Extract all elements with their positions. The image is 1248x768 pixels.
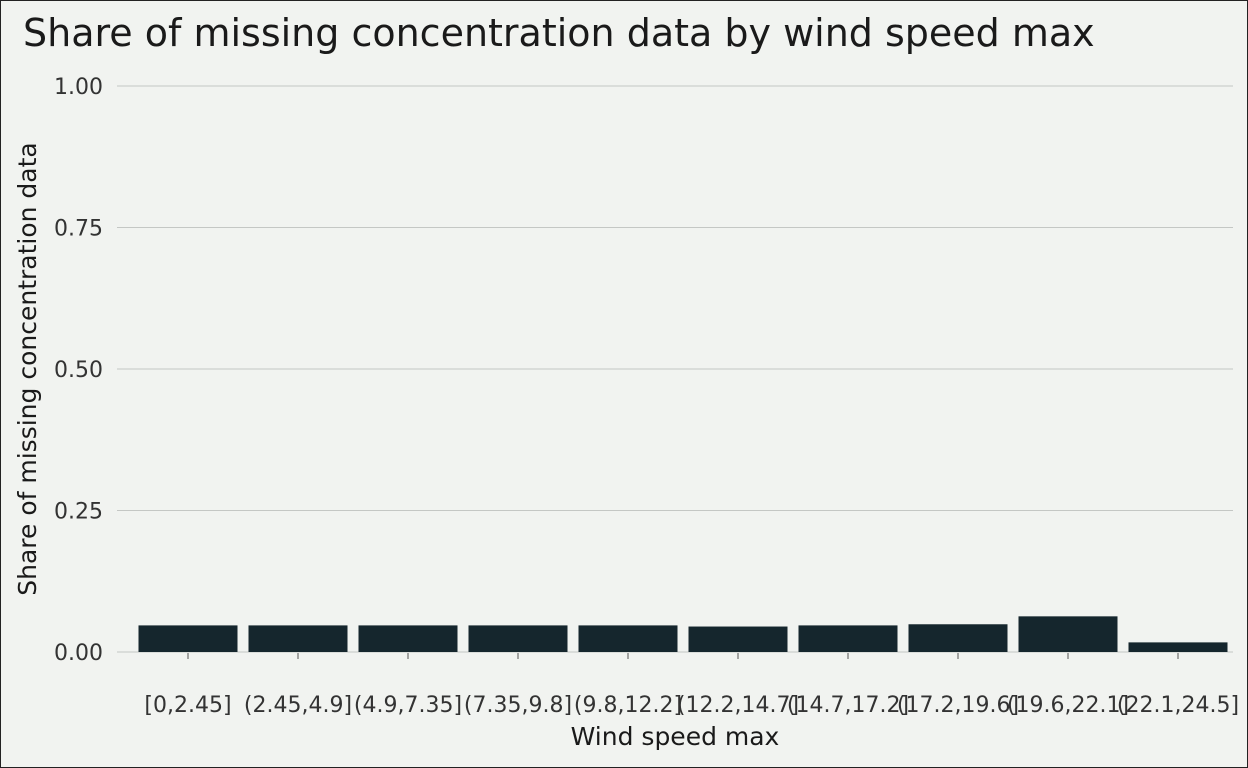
x-tick-label: (19.6,22.1] [1007,693,1129,718]
x-tick-label: [0,2.45] [144,693,231,718]
bar [578,625,678,652]
bar [248,625,348,652]
bar [468,625,568,652]
bar [1128,642,1228,652]
y-axis-ticks: 0.00 0.25 0.50 0.75 1.00 [54,75,103,666]
chart-title: Share of missing concentration data by w… [23,11,1095,55]
y-tick-label: 0.50 [54,358,103,383]
x-tick-label: (17.2,19.6] [897,693,1019,718]
bar [1018,616,1118,652]
y-tick-label: 1.00 [54,75,103,100]
x-tick-label: (4.9,7.35] [354,693,462,718]
bar [358,625,458,652]
bar [138,625,238,652]
y-axis-title: Share of missing concentration data [13,142,42,596]
bars [138,616,1228,652]
y-tick-label: 0.75 [54,217,103,242]
x-tick-label: (22.1,24.5] [1117,693,1239,718]
y-tick-label: 0.25 [54,500,103,525]
x-axis-ticks: [0,2.45] (2.45,4.9] (4.9,7.35] (7.35,9.8] (9… [144,653,1239,718]
bar [798,625,898,652]
bar [908,624,1008,652]
x-tick-label: (12.2,14.7] [677,693,799,718]
x-tick-label: (2.45,4.9] [244,693,352,718]
bar [688,626,788,652]
y-tick-label: 0.00 [54,641,103,666]
x-tick-label: (7.35,9.8] [464,693,572,718]
x-tick-label: (14.7,17.2] [787,693,909,718]
x-axis-title: Wind speed max [571,722,780,751]
x-tick-label: (9.8,12.2] [574,693,682,718]
gridlines [117,85,1233,653]
